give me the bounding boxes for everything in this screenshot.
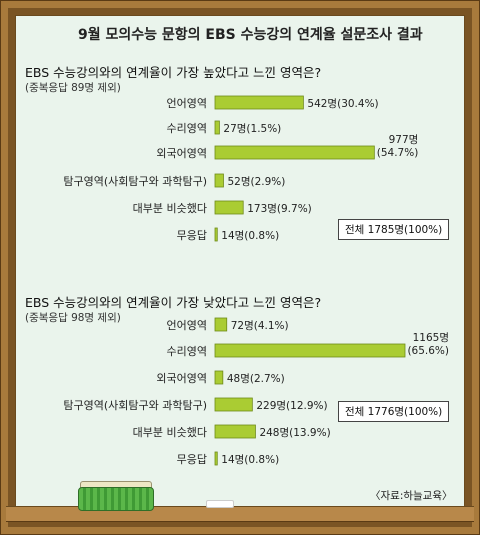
data-label: 14명(0.8%) xyxy=(221,230,280,242)
category-label: 외국어영역 xyxy=(156,147,207,160)
bar xyxy=(214,424,256,439)
category-label: 무응답 xyxy=(176,229,207,242)
bar xyxy=(214,397,253,412)
category-label: 외국어영역 xyxy=(156,372,207,385)
chart-title: 9월 모의수능 문항의 EBS 수능강의 연계율 설문조사 결과 xyxy=(78,27,423,43)
data-label: 48명(2.7%) xyxy=(226,373,285,385)
chart1-question: EBS 수능강의와의 연계율이 가장 높았다고 느낀 영역은? xyxy=(25,65,322,80)
data-label: 52명(2.9%) xyxy=(227,176,286,188)
data-label: 72명(4.1%) xyxy=(230,320,289,332)
chart2-note: (중복응답 98명 제외) xyxy=(25,312,121,324)
eraser-icon xyxy=(78,487,154,511)
bar xyxy=(214,145,375,160)
category-label: 무응답 xyxy=(176,453,207,466)
data-label: 229명(12.9%) xyxy=(256,400,328,412)
category-label: 언어영역 xyxy=(166,319,207,332)
data-label: 27명(1.5%) xyxy=(223,123,282,135)
data-label-percent: (65.6%) xyxy=(407,345,449,357)
data-label: 977명 xyxy=(388,134,419,146)
total-count-box: 전체 1785명(100%) xyxy=(338,219,450,240)
bar xyxy=(214,343,406,358)
data-label: 248명(13.9%) xyxy=(259,427,331,439)
bar xyxy=(214,120,220,135)
bar xyxy=(214,173,224,188)
category-label: 대부분 비슷했다 xyxy=(132,426,207,439)
chalk-icon xyxy=(206,500,234,508)
bar xyxy=(214,451,218,466)
chart1-note: (중복응답 89명 제외) xyxy=(25,82,121,94)
source-note: 〈자료:하늘교육〉 xyxy=(370,490,453,502)
data-label: 542명(30.4%) xyxy=(307,98,379,110)
bar xyxy=(214,370,224,385)
bar xyxy=(214,227,218,242)
category-label: 대부분 비슷했다 xyxy=(132,202,207,215)
bar xyxy=(214,200,244,215)
data-label: 14명(0.8%) xyxy=(221,454,280,466)
chart2-question: EBS 수능강의와의 연계율이 가장 낮았다고 느낀 영역은? xyxy=(25,295,322,310)
total-count-box: 전체 1776명(100%) xyxy=(338,401,450,422)
data-label: 173명(9.7%) xyxy=(247,203,312,215)
category-label: 탐구영역(사회탐구와 과학탐구) xyxy=(63,399,207,412)
category-label: 언어영역 xyxy=(166,97,207,110)
bar xyxy=(214,95,304,110)
category-label: 수리영역 xyxy=(166,122,207,135)
data-label: 1165명 xyxy=(412,332,449,344)
bar xyxy=(214,317,228,332)
category-label: 수리영역 xyxy=(166,345,207,358)
category-label: 탐구영역(사회탐구와 과학탐구) xyxy=(63,175,207,188)
data-label-percent: (54.7%) xyxy=(376,147,419,159)
